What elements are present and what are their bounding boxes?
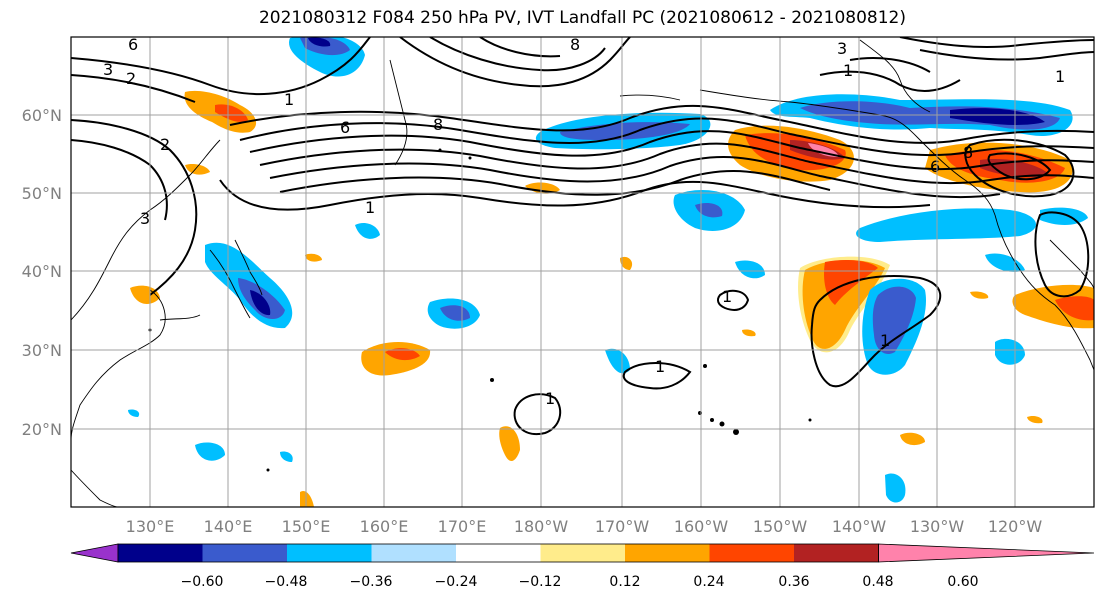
colorbar: [70, 543, 1095, 563]
lon-label-180w: 180°W: [514, 517, 569, 536]
contour-label-3a: 3: [103, 60, 113, 79]
latitude-labels: 60°N 50°N 40°N 30°N 20°N: [22, 106, 62, 439]
colorbar-swatch: [456, 544, 541, 562]
lat-label-60n: 60°N: [22, 106, 62, 125]
cb-tick-5: 0.12: [609, 574, 640, 590]
colorbar-swatch: [709, 544, 794, 562]
contour-label-1e: 1: [722, 287, 732, 306]
contour-label-3c: 3: [837, 39, 847, 58]
lat-label-20n: 20°N: [22, 420, 62, 439]
colorbar-swatch: [118, 544, 203, 562]
lon-label-130w: 130°W: [910, 517, 965, 536]
contour-label-1c: 1: [545, 389, 555, 408]
contour-label-2a: 2: [160, 135, 170, 154]
lon-label-140e: 140°E: [204, 517, 253, 536]
cb-tick-4: −0.12: [519, 574, 562, 590]
contour-label-2b: 2: [126, 69, 136, 88]
contour-labels: 1 1 1 1 1 1 1 1 2 2 3 3 3 6 6 6 8 8 8: [103, 35, 1065, 408]
colorbar-extend-high: [878, 543, 1095, 563]
islands: [148, 148, 812, 472]
map-title: 2021080312 F084 250 hPa PV, IVT Landfall…: [258, 8, 906, 28]
contour-label-1a: 1: [284, 90, 294, 109]
colorbar-swatch: [540, 544, 625, 562]
cb-tick-0: −0.60: [181, 574, 224, 590]
colorbar-swatch: [202, 544, 287, 562]
colorbar-frame: [117, 543, 879, 563]
colorbar-swatch: [794, 544, 879, 562]
lon-label-120w: 120°W: [988, 517, 1043, 536]
lat-label-40n: 40°N: [22, 262, 62, 281]
lon-label-140w: 140°W: [832, 517, 887, 536]
colorbar-swatch: [625, 544, 710, 562]
lon-label-150w: 150°W: [753, 517, 808, 536]
lon-label-150e: 150°E: [282, 517, 331, 536]
cb-tick-1: −0.48: [265, 574, 308, 590]
colorbar-swatch: [287, 544, 372, 562]
cb-tick-8: 0.48: [862, 574, 893, 590]
lat-label-50n: 50°N: [22, 184, 62, 203]
lon-label-130e: 130°E: [126, 517, 175, 536]
contour-label-6b: 6: [340, 118, 350, 137]
contour-label-1h: 1: [1055, 67, 1065, 86]
cb-tick-6: 0.24: [693, 574, 724, 590]
contour-label-8c: 8: [963, 143, 973, 162]
cb-tick-9: 0.60: [947, 574, 978, 590]
lat-label-30n: 30°N: [22, 341, 62, 360]
cb-tick-7: 0.36: [778, 574, 809, 590]
contour-label-1d: 1: [655, 357, 665, 376]
contour-label-6c: 6: [930, 157, 940, 176]
contour-label-8b: 8: [570, 35, 580, 54]
contour-label-6a: 6: [128, 35, 138, 54]
colorbar-extend-low: [70, 543, 119, 563]
coastlines: [71, 39, 1094, 507]
lon-label-170e: 170°E: [438, 517, 487, 536]
cb-tick-2: −0.36: [350, 574, 393, 590]
lon-label-160e: 160°E: [360, 517, 409, 536]
map-frame: [70, 36, 1095, 508]
contour-label-1b: 1: [365, 198, 375, 217]
lon-label-160w: 160°W: [674, 517, 729, 536]
contour-label-8a: 8: [433, 115, 443, 134]
colorbar-swatch: [371, 544, 456, 562]
contour-label-1g: 1: [843, 61, 853, 80]
contour-label-3b: 3: [140, 209, 150, 228]
gridlines: [71, 37, 1094, 507]
cb-tick-3: −0.24: [435, 574, 478, 590]
colorbar-tick-labels: −0.60 −0.48 −0.36 −0.24 −0.12 0.12 0.24 …: [181, 574, 979, 590]
lon-label-170w: 170°W: [595, 517, 650, 536]
longitude-labels: 130°E 140°E 150°E 160°E 170°E 180°W 170°…: [126, 517, 1043, 536]
contour-label-1f: 1: [880, 331, 890, 350]
